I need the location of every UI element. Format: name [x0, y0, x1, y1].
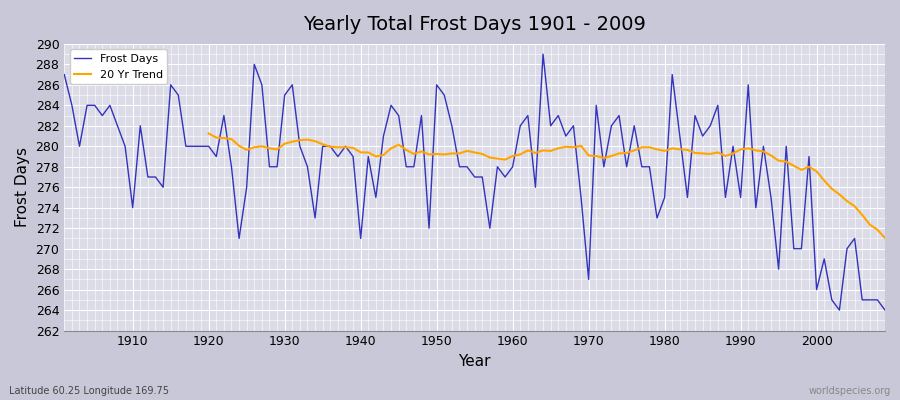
20 Yr Trend	[879, 236, 890, 240]
Frost Days	[606, 124, 616, 128]
Legend: Frost Days, 20 Yr Trend: Frost Days, 20 Yr Trend	[70, 50, 167, 84]
Frost Days	[537, 52, 548, 56]
20 Yr Trend	[508, 154, 518, 158]
Frost Days	[508, 164, 518, 169]
Text: worldspecies.org: worldspecies.org	[809, 386, 891, 396]
Frost Days	[120, 144, 130, 149]
20 Yr Trend	[332, 145, 343, 150]
Line: Frost Days: Frost Days	[64, 54, 885, 310]
Title: Yearly Total Frost Days 1901 - 2009: Yearly Total Frost Days 1901 - 2009	[303, 15, 646, 34]
X-axis label: Year: Year	[458, 354, 491, 369]
Frost Days	[332, 154, 343, 159]
20 Yr Trend	[287, 139, 298, 144]
Y-axis label: Frost Days: Frost Days	[15, 147, 30, 227]
Text: Latitude 60.25 Longitude 169.75: Latitude 60.25 Longitude 169.75	[9, 386, 169, 396]
20 Yr Trend	[598, 156, 609, 160]
Frost Days	[879, 308, 890, 312]
Frost Days	[287, 82, 298, 87]
Frost Days	[58, 72, 69, 77]
Frost Days	[500, 174, 510, 179]
Frost Days	[834, 308, 845, 312]
Line: 20 Yr Trend: 20 Yr Trend	[209, 134, 885, 238]
20 Yr Trend	[500, 157, 510, 162]
